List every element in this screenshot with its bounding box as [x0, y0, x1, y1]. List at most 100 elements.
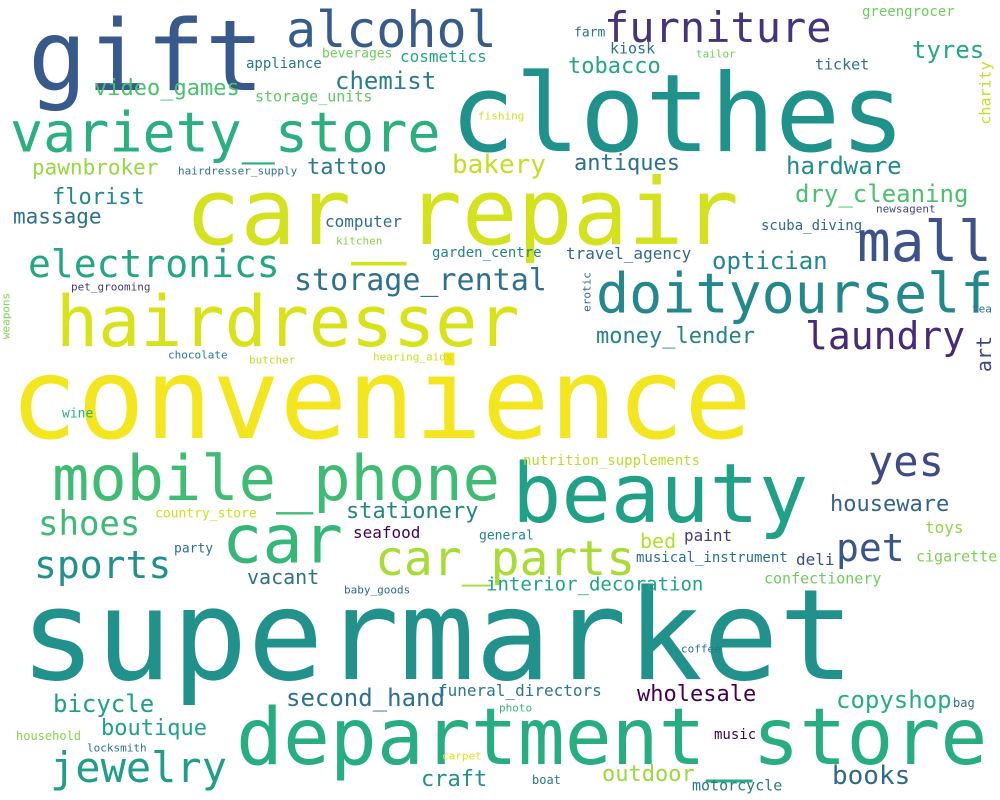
- word-fishing: fishing: [478, 109, 525, 123]
- word-copyshop: copyshop: [836, 686, 952, 714]
- word-charity: charity: [976, 61, 995, 125]
- word-hairdresser: hairdresser: [56, 281, 520, 363]
- word-greengrocer: greengrocer: [862, 4, 955, 20]
- word-doityourself: doityourself: [596, 261, 994, 326]
- word-weapons: weapons: [0, 292, 13, 340]
- word-antiques: antiques: [574, 151, 680, 176]
- word-houseware: houseware: [830, 492, 950, 517]
- word-art: art: [972, 335, 996, 373]
- word-craft: craft: [421, 767, 488, 792]
- word-video-games: video_games: [94, 76, 240, 101]
- word-furniture: furniture: [604, 3, 832, 52]
- word-chocolate: chocolate: [168, 348, 228, 362]
- word-coffee: coffee: [681, 642, 721, 656]
- word-general: general: [479, 528, 534, 544]
- word-appliance: appliance: [246, 56, 322, 72]
- word-stationery: stationery: [346, 499, 479, 524]
- word-storage-units: storage_units: [255, 87, 373, 106]
- word-tyres: tyres: [912, 36, 985, 64]
- word-department-store: department_store: [236, 693, 988, 783]
- word-computer: computer: [325, 212, 403, 231]
- word-garden-centre: garden_centre: [432, 245, 542, 261]
- word-party: party: [174, 541, 214, 557]
- word-car-parts: car_parts: [375, 531, 636, 587]
- word-wholesale: wholesale: [637, 682, 757, 707]
- word-chemist: chemist: [335, 67, 437, 95]
- word-tobacco: tobacco: [568, 54, 661, 79]
- word-seafood: seafood: [353, 523, 421, 542]
- word-clothes: clothes: [450, 52, 906, 177]
- word-wine: wine: [62, 406, 94, 422]
- word-boutique: boutique: [101, 716, 207, 741]
- word-massage: massage: [13, 204, 102, 229]
- word-tattoo: tattoo: [307, 155, 387, 180]
- word-country-store: country_store: [155, 506, 257, 522]
- word-farm: farm: [574, 25, 606, 41]
- word-vacant: vacant: [247, 565, 320, 589]
- word-funeral-directors: funeral_directors: [438, 681, 602, 700]
- word-toys: toys: [925, 518, 964, 537]
- word-yes: yes: [868, 437, 944, 486]
- word-locksmith: locksmith: [87, 741, 147, 755]
- word-travel-agency: travel_agency: [566, 244, 692, 263]
- word-cigarette: cigarette: [916, 547, 998, 566]
- word-household: household: [16, 729, 82, 743]
- word-car-repair: car_repair: [185, 159, 739, 266]
- word-mobile-phone: mobile_phone: [52, 442, 500, 515]
- word-jewelry: jewelry: [50, 743, 228, 792]
- word-supermarket: supermarket: [20, 562, 855, 709]
- word-butcher: butcher: [249, 353, 296, 367]
- word-alcohol: alcohol: [286, 1, 497, 59]
- word-tailor: tailor: [696, 47, 736, 61]
- word-cosmetics: cosmetics: [400, 47, 487, 66]
- word-photo: photo: [499, 701, 533, 715]
- word-florist: florist: [52, 185, 145, 210]
- word-music: music: [714, 727, 757, 743]
- word-bicycle: bicycle: [53, 690, 155, 718]
- word-bed: bed: [640, 529, 677, 553]
- word-deli: deli: [796, 550, 835, 569]
- word-kitchen: kitchen: [336, 234, 383, 248]
- word-bakery: bakery: [452, 150, 546, 180]
- word-carpet: carpet: [442, 749, 482, 763]
- word-storage-rental: storage_rental: [294, 263, 547, 298]
- word-hardware: hardware: [786, 152, 902, 180]
- word-pet-grooming: pet_grooming: [71, 280, 151, 294]
- word-paint: paint: [684, 526, 733, 545]
- word-hearing-aids: hearing_aids: [373, 350, 453, 364]
- word-outdoor: outdoor: [602, 762, 695, 787]
- word-electronics: electronics: [28, 242, 280, 286]
- word-motorcycle: motorcycle: [692, 776, 783, 795]
- word-hairdresser-supply: hairdresser_supply: [178, 164, 298, 178]
- word-mall: mall: [857, 210, 992, 275]
- word-sports: sports: [34, 543, 172, 587]
- word-car: car: [222, 500, 344, 579]
- word-variety-store: variety_store: [10, 100, 441, 165]
- word-optician: optician: [712, 247, 828, 275]
- word-shoes: shoes: [38, 504, 141, 544]
- word-laundry: laundry: [805, 314, 966, 358]
- word-scuba-diving: scuba_diving: [761, 218, 863, 234]
- word-books: books: [832, 761, 911, 791]
- word-money-lender: money_lender: [596, 324, 755, 349]
- word-dry-cleaning: dry_cleaning: [795, 180, 969, 208]
- word-nutrition-supplements: nutrition_supplements: [523, 453, 701, 469]
- word-ticket: ticket: [815, 55, 870, 74]
- word-confectionery: confectionery: [764, 569, 882, 588]
- word-interior-decoration: interior_decoration: [486, 573, 704, 596]
- word-pawnbroker: pawnbroker: [32, 155, 159, 180]
- word-second-hand: second_hand: [286, 684, 445, 712]
- word-musical-instrument: musical_instrument: [636, 550, 788, 566]
- word-convenience: convenience: [10, 335, 752, 465]
- word-bag: bag: [953, 696, 975, 710]
- word-gift: gift: [28, 0, 265, 114]
- word-kiosk: kiosk: [610, 39, 656, 58]
- word-beauty: beauty: [512, 447, 809, 542]
- word-boat: boat: [532, 773, 561, 787]
- word-tea: tea: [972, 302, 992, 316]
- word-beverages: beverages: [322, 46, 393, 62]
- word-pet: pet: [836, 526, 905, 570]
- word-newsagent: newsagent: [876, 202, 936, 216]
- word-erotic: erotic: [580, 272, 594, 312]
